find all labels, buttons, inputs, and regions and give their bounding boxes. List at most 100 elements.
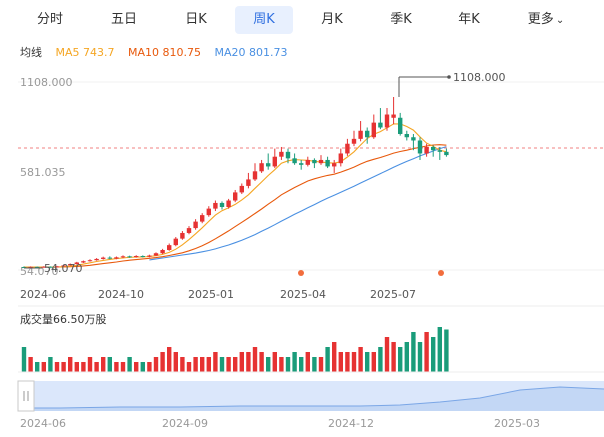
candle-body[interactable] (87, 260, 93, 262)
candle-body[interactable] (81, 261, 86, 263)
candle-body[interactable] (431, 146, 436, 151)
candle-body[interactable] (285, 151, 291, 159)
candle-body[interactable] (358, 130, 363, 139)
volume-bar (127, 357, 132, 372)
candle-body[interactable] (206, 208, 211, 216)
candle-body[interactable] (153, 253, 159, 256)
candle-body[interactable] (107, 257, 112, 259)
candle-body[interactable] (378, 122, 383, 128)
candle-body[interactable] (48, 266, 53, 268)
chevron-down-icon: ⌄ (555, 15, 565, 26)
candle-body[interactable] (160, 250, 165, 254)
candle-body[interactable] (266, 163, 271, 167)
tab-quarterly-k[interactable]: 季K (390, 12, 412, 27)
volume-label: 成交量66.50万股 (20, 313, 107, 326)
candle-body[interactable] (120, 256, 126, 258)
candle-body[interactable] (318, 159, 324, 164)
candle-body[interactable] (252, 171, 258, 180)
volume-bar (74, 362, 79, 372)
candle-body[interactable] (61, 265, 66, 267)
candle-body[interactable] (193, 221, 198, 229)
event-marker[interactable] (298, 270, 304, 276)
tab-monthly-k[interactable]: 月K (321, 12, 343, 27)
candle-body[interactable] (299, 163, 304, 165)
volume-bar (233, 357, 238, 372)
candle-body[interactable] (305, 159, 310, 165)
candle-body[interactable] (332, 163, 337, 167)
candle-body[interactable] (272, 156, 277, 167)
candle-body[interactable] (292, 158, 297, 164)
candle-body[interactable] (54, 266, 60, 268)
volume-bar (378, 347, 383, 372)
candle-body[interactable] (180, 232, 185, 239)
candle-body[interactable] (351, 138, 357, 144)
volume-bar (68, 357, 73, 372)
candle-body[interactable] (371, 122, 376, 138)
candle-body[interactable] (114, 257, 119, 259)
candle-body[interactable] (28, 266, 33, 268)
candle-body[interactable] (246, 179, 251, 186)
candle-body[interactable] (424, 146, 429, 154)
tab-weekly-k[interactable]: 周K (235, 6, 293, 34)
date-label: 2025-04 (280, 288, 326, 301)
candlesticks (21, 97, 449, 269)
candle-body[interactable] (384, 114, 390, 128)
candle-body[interactable] (279, 151, 284, 157)
tab-daily-k[interactable]: 日K (185, 12, 207, 27)
ma-legend: 均线 MA5 743.7 MA10 810.75 MA20 801.73 (20, 44, 298, 60)
event-marker[interactable] (438, 270, 444, 276)
candle-body[interactable] (74, 262, 79, 265)
candle-body[interactable] (200, 215, 205, 222)
candle-body[interactable] (134, 256, 139, 258)
nav-date-label: 2024-12 (328, 417, 374, 430)
volume-bar (417, 342, 423, 372)
candle-body[interactable] (101, 257, 106, 259)
candle-body[interactable] (173, 238, 178, 246)
candle-body[interactable] (167, 245, 172, 251)
tab-yearly-k[interactable]: 年K (458, 12, 480, 27)
candle-body[interactable] (226, 200, 231, 208)
candle-body[interactable] (444, 151, 449, 156)
candle-body[interactable] (147, 255, 152, 257)
candle-body[interactable] (35, 266, 40, 268)
candle-body[interactable] (127, 256, 132, 258)
tab-five-day[interactable]: 五日 (110, 12, 137, 27)
candle-body[interactable] (94, 258, 99, 261)
candle-body[interactable] (233, 192, 238, 201)
candle-body[interactable] (437, 150, 442, 152)
candle-body[interactable] (213, 202, 218, 209)
candle-body[interactable] (345, 143, 350, 154)
candle-body[interactable] (404, 133, 409, 138)
candle-body[interactable] (41, 266, 46, 268)
candle-body[interactable] (398, 117, 403, 134)
volume-bar (325, 347, 330, 372)
candle-body[interactable] (140, 256, 145, 258)
date-label: 2025-01 (188, 288, 234, 301)
ma10-line (24, 144, 447, 268)
volume-bar (200, 357, 205, 372)
candle-body[interactable] (411, 137, 416, 141)
navigator-left-handle[interactable] (17, 380, 35, 412)
volume-bar (246, 352, 251, 372)
candle-body[interactable] (312, 159, 317, 164)
candle-body[interactable] (68, 264, 73, 266)
volume-bar (213, 352, 218, 372)
candle-body[interactable] (365, 130, 370, 138)
candle-body[interactable] (219, 202, 225, 208)
volume-bar (239, 352, 244, 372)
tab-more[interactable]: 更多 ⌄ (514, 6, 578, 34)
volume-bar (444, 329, 449, 372)
candle-body[interactable] (325, 159, 330, 167)
volume-bar (107, 357, 112, 372)
candle-body[interactable] (239, 185, 244, 193)
volume-bar (351, 352, 357, 372)
candle-body[interactable] (338, 153, 343, 164)
volume-bar (167, 347, 172, 372)
candle-body[interactable] (259, 163, 264, 172)
candle-body[interactable] (391, 114, 396, 118)
candle-body[interactable] (417, 140, 423, 154)
candle-body[interactable] (186, 228, 192, 233)
volume-bar (259, 352, 264, 372)
tab-intraday[interactable]: 分时 (36, 12, 63, 27)
